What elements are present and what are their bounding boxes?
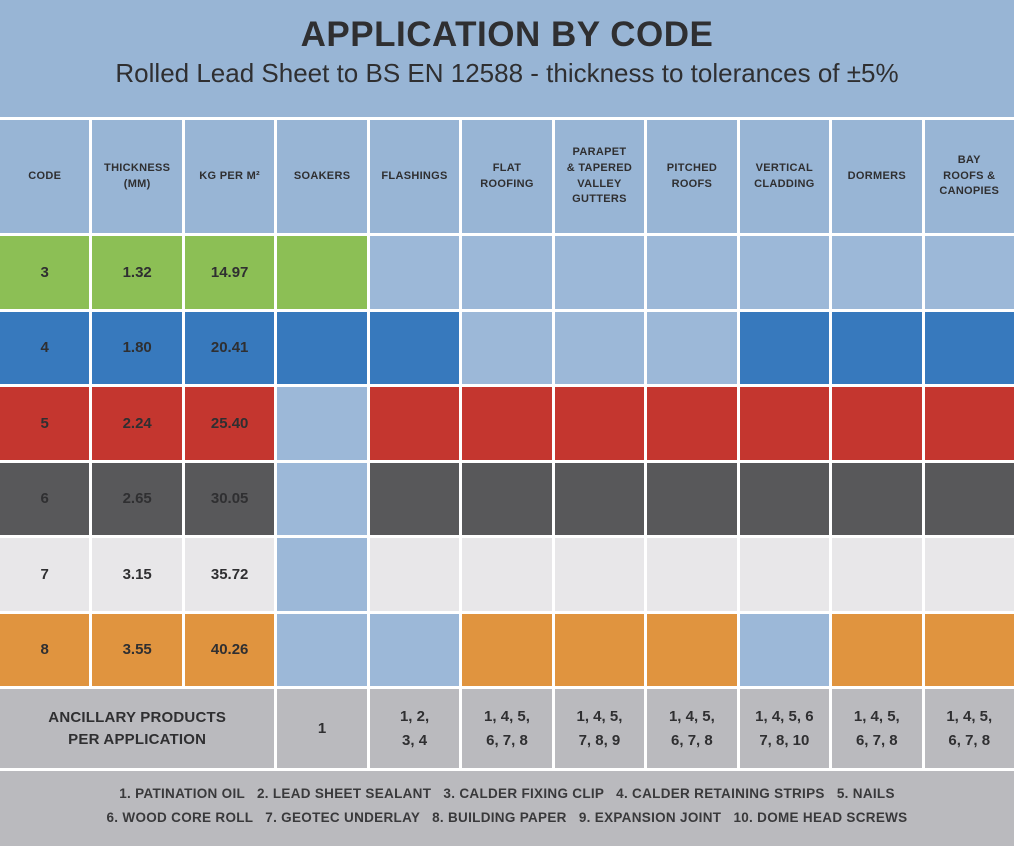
application-cell-parapet-tapered-valley-gutters-code-5 — [554, 387, 645, 460]
application-cell-dormers-code-8 — [832, 613, 922, 686]
ancillary-cell-vertical-cladding: 1, 4, 5, 6 7, 8, 10 — [739, 689, 830, 768]
legend-line-1: 1. PATINATION OIL 2. LEAD SHEET SEALANT … — [119, 786, 895, 801]
header-cell-parapet-tapered-valley-gutters: PARAPET & TAPERED VALLEY GUTTERS — [554, 120, 645, 233]
application-cell-vertical-cladding-code-3 — [739, 236, 830, 309]
header-cell-soakers: SOAKERS — [277, 120, 367, 233]
application-cell-vertical-cladding-code-5 — [739, 387, 830, 460]
application-cell-flat-roofing-code-4 — [462, 311, 552, 384]
kg-cell-row-5: 25.40 — [184, 387, 275, 460]
code-cell-row-4: 4 — [0, 311, 90, 384]
application-cell-flat-roofing-code-8 — [462, 613, 552, 686]
title-band: APPLICATION BY CODE Rolled Lead Sheet to… — [0, 0, 1014, 117]
application-cell-soakers-code-3 — [277, 236, 367, 309]
thickness-cell-row-7: 3.15 — [92, 538, 182, 611]
ancillary-products-legend: 1. PATINATION OIL 2. LEAD SHEET SEALANT … — [0, 771, 1014, 846]
ancillary-cell-dormers: 1, 4, 5, 6, 7, 8 — [832, 689, 922, 768]
application-cell-soakers-code-5 — [277, 387, 367, 460]
application-cell-pitched-roofs-code-5 — [647, 387, 737, 460]
thickness-cell-row-3: 1.32 — [92, 236, 182, 309]
application-cell-bay-roofs-canopies-code-6 — [924, 462, 1014, 535]
ancillary-cell-bay-roofs-canopies: 1, 4, 5, 6, 7, 8 — [924, 689, 1014, 768]
application-cell-flashings-code-3 — [369, 236, 460, 309]
application-cell-soakers-code-4 — [277, 311, 367, 384]
thickness-cell-row-5: 2.24 — [92, 387, 182, 460]
kg-cell-row-8: 40.26 — [184, 613, 275, 686]
application-cell-pitched-roofs-code-3 — [647, 236, 737, 309]
application-cell-parapet-tapered-valley-gutters-code-4 — [554, 311, 645, 384]
application-cell-vertical-cladding-code-7 — [739, 538, 830, 611]
application-cell-bay-roofs-canopies-code-3 — [924, 236, 1014, 309]
kg-cell-row-4: 20.41 — [184, 311, 275, 384]
kg-cell-row-3: 14.97 — [184, 236, 275, 309]
application-cell-flashings-code-8 — [369, 613, 460, 686]
ancillary-cell-flashings: 1, 2, 3, 4 — [369, 689, 460, 768]
ancillary-cell-soakers: 1 — [277, 689, 367, 768]
application-cell-soakers-code-7 — [277, 538, 367, 611]
kg-cell-row-7: 35.72 — [184, 538, 275, 611]
code-cell-row-7: 7 — [0, 538, 90, 611]
application-cell-dormers-code-6 — [832, 462, 922, 535]
application-cell-dormers-code-7 — [832, 538, 922, 611]
code-cell-row-6: 6 — [0, 462, 90, 535]
application-cell-dormers-code-5 — [832, 387, 922, 460]
thickness-cell-row-6: 2.65 — [92, 462, 182, 535]
application-cell-parapet-tapered-valley-gutters-code-3 — [554, 236, 645, 309]
application-cell-vertical-cladding-code-4 — [739, 311, 830, 384]
thickness-cell-row-4: 1.80 — [92, 311, 182, 384]
application-cell-dormers-code-3 — [832, 236, 922, 309]
ancillary-cell-pitched-roofs: 1, 4, 5, 6, 7, 8 — [647, 689, 737, 768]
application-cell-flashings-code-6 — [369, 462, 460, 535]
ancillary-products-label: ANCILLARY PRODUCTS PER APPLICATION — [0, 689, 275, 768]
header-cell-code: CODE — [0, 120, 90, 233]
application-cell-flat-roofing-code-7 — [462, 538, 552, 611]
application-cell-bay-roofs-canopies-code-7 — [924, 538, 1014, 611]
page-subtitle: Rolled Lead Sheet to BS EN 12588 - thick… — [115, 58, 899, 89]
application-cell-flashings-code-4 — [369, 311, 460, 384]
application-cell-pitched-roofs-code-6 — [647, 462, 737, 535]
header-cell-thickness-mm: THICKNESS (MM) — [92, 120, 182, 233]
application-cell-pitched-roofs-code-7 — [647, 538, 737, 611]
application-cell-soakers-code-8 — [277, 613, 367, 686]
header-cell-flat-roofing: FLAT ROOFING — [462, 120, 552, 233]
ancillary-cell-parapet-tapered-valley-gutters: 1, 4, 5, 7, 8, 9 — [554, 689, 645, 768]
application-cell-bay-roofs-canopies-code-8 — [924, 613, 1014, 686]
page-title: APPLICATION BY CODE — [300, 15, 714, 54]
application-cell-vertical-cladding-code-6 — [739, 462, 830, 535]
header-cell-pitched-roofs: PITCHED ROOFS — [647, 120, 737, 233]
application-cell-parapet-tapered-valley-gutters-code-8 — [554, 613, 645, 686]
application-cell-flat-roofing-code-3 — [462, 236, 552, 309]
application-cell-flashings-code-5 — [369, 387, 460, 460]
application-cell-bay-roofs-canopies-code-4 — [924, 311, 1014, 384]
application-cell-parapet-tapered-valley-gutters-code-7 — [554, 538, 645, 611]
legend-line-2: 6. WOOD CORE ROLL 7. GEOTEC UNDERLAY 8. … — [106, 810, 908, 825]
application-cell-pitched-roofs-code-4 — [647, 311, 737, 384]
thickness-cell-row-8: 3.55 — [92, 613, 182, 686]
kg-cell-row-6: 30.05 — [184, 462, 275, 535]
header-cell-vertical-cladding: VERTICAL CLADDING — [739, 120, 830, 233]
application-cell-parapet-tapered-valley-gutters-code-6 — [554, 462, 645, 535]
code-cell-row-8: 8 — [0, 613, 90, 686]
application-cell-flashings-code-7 — [369, 538, 460, 611]
header-cell-dormers: DORMERS — [832, 120, 922, 233]
header-cell-bay-roofs-canopies: BAY ROOFS & CANOPIES — [924, 120, 1014, 233]
code-cell-row-3: 3 — [0, 236, 90, 309]
application-cell-pitched-roofs-code-8 — [647, 613, 737, 686]
application-by-code-table: CODE THICKNESS (MM) KG PER M² SOAKERS FLASHI… — [0, 120, 1014, 768]
ancillary-cell-flat-roofing: 1, 4, 5, 6, 7, 8 — [462, 689, 552, 768]
header-cell-flashings: FLASHINGS — [369, 120, 460, 233]
application-cell-dormers-code-4 — [832, 311, 922, 384]
application-cell-flat-roofing-code-5 — [462, 387, 552, 460]
header-cell-kg-per-m: KG PER M² — [184, 120, 275, 233]
application-cell-flat-roofing-code-6 — [462, 462, 552, 535]
application-cell-bay-roofs-canopies-code-5 — [924, 387, 1014, 460]
code-cell-row-5: 5 — [0, 387, 90, 460]
application-cell-soakers-code-6 — [277, 462, 367, 535]
application-cell-vertical-cladding-code-8 — [739, 613, 830, 686]
